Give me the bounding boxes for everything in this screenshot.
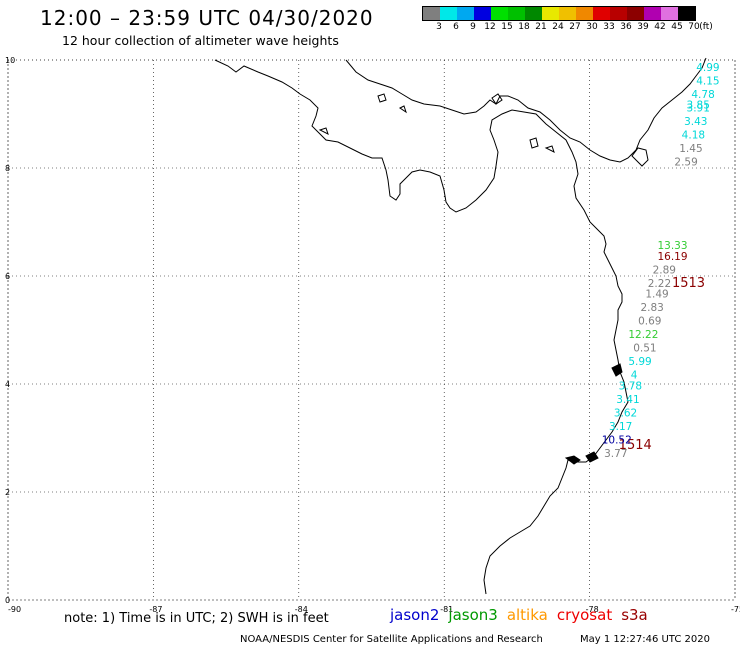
wave-height-label: 12.22 bbox=[628, 329, 658, 341]
wave-height-label: 0.51 bbox=[633, 343, 656, 355]
wave-height-label: 3.43 bbox=[684, 116, 707, 128]
axis-labels: -90 -87 -84 -81 -78 -75 10 8 6 4 2 0 bbox=[5, 56, 740, 614]
y-axis-label: 0 bbox=[5, 596, 10, 605]
map-grid bbox=[7, 59, 736, 601]
legend-swatch bbox=[491, 7, 508, 20]
satellite-label: cryosat bbox=[556, 606, 613, 624]
y-axis-label: 10 bbox=[5, 56, 15, 65]
legend-tick-label: 30 bbox=[586, 22, 598, 32]
wave-height-labels: 4.994.15 4.783.853.91 3.434.18 1.452.59 13.3… bbox=[602, 62, 720, 460]
legend-tick-label: 15 bbox=[501, 22, 513, 32]
legend-swatch bbox=[508, 7, 525, 20]
wave-height-label: 2.89 bbox=[653, 264, 676, 276]
legend-swatch bbox=[610, 7, 627, 20]
coastline-panama-islands bbox=[318, 93, 555, 153]
legend-swatch bbox=[678, 7, 695, 20]
legend-tick-label: 21 bbox=[535, 22, 547, 32]
wave-height-label: 3.41 bbox=[616, 394, 639, 406]
x-axis-label: -75 bbox=[731, 605, 740, 614]
pass-number-label: 1513 bbox=[672, 276, 705, 291]
coastline bbox=[214, 57, 707, 595]
legend-swatch bbox=[440, 7, 457, 20]
wave-height-label: 3.91 bbox=[687, 102, 710, 114]
y-axis-label: 2 bbox=[5, 488, 10, 497]
legend-tick-label: 24 bbox=[552, 22, 564, 32]
wave-height-label: 5.99 bbox=[628, 356, 651, 368]
footer-note: note: 1) Time is in UTC; 2) SWH is in fe… bbox=[64, 611, 329, 626]
y-axis-label: 4 bbox=[5, 380, 10, 389]
wave-height-label: 2.59 bbox=[674, 156, 697, 168]
coastline-main bbox=[214, 59, 629, 595]
legend-tick-label: 42 bbox=[654, 22, 666, 32]
page-title: 12:00 – 23:59 UTC 04/30/2020 bbox=[40, 6, 374, 30]
coastline-north bbox=[345, 57, 707, 163]
wave-height-label: 13.33 bbox=[657, 240, 687, 252]
satellite-label: jason3 bbox=[448, 606, 498, 624]
legend-swatch bbox=[423, 7, 440, 20]
wave-height-label: 16.19 bbox=[657, 251, 687, 263]
x-axis-label: -90 bbox=[8, 605, 21, 614]
wave-height-label: 4.78 bbox=[691, 89, 714, 101]
legend-tick-label: 70 bbox=[688, 22, 700, 32]
map-frame bbox=[7, 59, 736, 601]
pass-labels: 151215131514 bbox=[619, 276, 705, 453]
satellite-legend: jason2 jason3 altika cryosat s3a bbox=[390, 606, 657, 624]
satellite-label: altika bbox=[506, 606, 548, 624]
color-scale-legend bbox=[422, 6, 696, 21]
wave-height-label: 3.85 bbox=[687, 100, 710, 112]
page-subtitle: 12 hour collection of altimeter wave hei… bbox=[62, 33, 339, 48]
wave-height-label: 4.18 bbox=[682, 129, 705, 141]
wave-height-label: 3.78 bbox=[619, 380, 642, 392]
legend-swatch bbox=[644, 7, 661, 20]
x-axis-label: -87 bbox=[149, 605, 162, 614]
legend-swatch bbox=[661, 7, 678, 20]
legend-swatch bbox=[457, 7, 474, 20]
y-axis-label: 8 bbox=[5, 164, 10, 173]
wave-height-label: 4.99 bbox=[696, 62, 719, 74]
wave-height-label: 3.62 bbox=[614, 407, 637, 419]
satellite-label: s3a bbox=[621, 606, 648, 624]
wave-height-label: 4 bbox=[631, 370, 638, 382]
legend-swatch bbox=[474, 7, 491, 20]
wave-height-label: 10.52 bbox=[602, 434, 632, 446]
legend-tick-label: 27 bbox=[569, 22, 581, 32]
legend-tick-label: 33 bbox=[603, 22, 615, 32]
color-scale-ticks: 3 6 9 12 15 18 21 24 27 30 33 36 39 42 45 70 (ft) bbox=[422, 22, 740, 34]
legend-tick-label: 9 bbox=[470, 22, 476, 32]
legend-tick-label: 6 bbox=[453, 22, 459, 32]
credit-text: NOAA/NESDIS Center for Satellite Applica… bbox=[240, 634, 543, 645]
legend-tick-label: 3 bbox=[436, 22, 442, 32]
coastline-bay-islands bbox=[564, 363, 623, 465]
legend-unit: (ft) bbox=[699, 22, 713, 32]
legend-swatch bbox=[627, 7, 644, 20]
wave-height-label: 3.17 bbox=[609, 421, 632, 433]
coastline-gulf bbox=[631, 147, 649, 167]
x-axis-label: -81 bbox=[440, 605, 453, 614]
wave-height-label: 4.15 bbox=[696, 75, 719, 87]
legend-tick-label: 12 bbox=[484, 22, 496, 32]
wave-height-label: 0.69 bbox=[638, 316, 661, 328]
satellite-label: jason2 bbox=[390, 606, 440, 624]
pass-number-label: 1514 bbox=[619, 438, 652, 453]
legend-tick-label: 39 bbox=[637, 22, 649, 32]
wave-height-label: 1.49 bbox=[645, 289, 668, 301]
legend-tick-label: 45 bbox=[671, 22, 683, 32]
datestamp: May 1 12:27:46 UTC 2020 bbox=[580, 634, 710, 645]
legend-swatch bbox=[576, 7, 593, 20]
legend-tick-label: 36 bbox=[620, 22, 632, 32]
wave-height-label: 1.45 bbox=[679, 143, 702, 155]
wave-height-label: 2.83 bbox=[640, 302, 663, 314]
legend-swatch bbox=[542, 7, 559, 20]
legend-swatch bbox=[525, 7, 542, 20]
legend-swatch bbox=[593, 7, 610, 20]
y-axis-label: 6 bbox=[5, 272, 10, 281]
wave-height-label: 2.22 bbox=[648, 278, 671, 290]
x-axis-label: -78 bbox=[586, 605, 599, 614]
legend-swatch bbox=[559, 7, 576, 20]
legend-tick-label: 18 bbox=[518, 22, 530, 32]
x-axis-label: -84 bbox=[295, 605, 308, 614]
wave-height-label: 3.77 bbox=[604, 448, 627, 460]
